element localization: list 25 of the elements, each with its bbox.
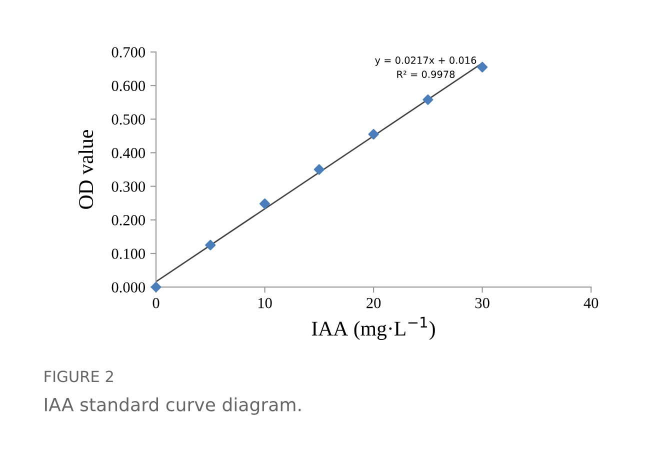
y-tick-label: 0.200 <box>112 215 146 226</box>
point <box>477 62 488 72</box>
y-tick-label: 0.400 <box>112 148 146 158</box>
x-tick-label: 40 <box>584 298 598 308</box>
annotation: y = 0.0217x + 0.016 <box>375 56 476 66</box>
text: IAA standard curve diagram. <box>45 397 301 415</box>
annotation: R² = 0.9978 <box>397 70 455 78</box>
point <box>314 164 324 175</box>
x-tick-label: 20 <box>366 298 381 308</box>
point <box>368 128 379 140</box>
point <box>205 240 216 250</box>
y-axis-title: OD value <box>78 130 94 209</box>
x-tick-label: 30 <box>475 298 490 308</box>
y-tick-label: 0.600 <box>112 80 146 92</box>
point <box>422 94 434 105</box>
y-tick-label: 0.300 <box>112 181 146 192</box>
x-axis-title: IAA (mg·L$^{−1}$) <box>312 316 435 340</box>
y-tick-label: 0.700 <box>112 47 146 58</box>
caption: FIGURE 2 <box>44 370 113 382</box>
y-tick-label: 0.100 <box>112 248 146 259</box>
y-tick-label: 0.500 <box>112 114 146 125</box>
x-tick-label: 10 <box>258 298 272 308</box>
y-tick-label: 0.000 <box>112 282 146 293</box>
x-tick-label: 0 <box>152 298 160 308</box>
point <box>259 198 270 210</box>
